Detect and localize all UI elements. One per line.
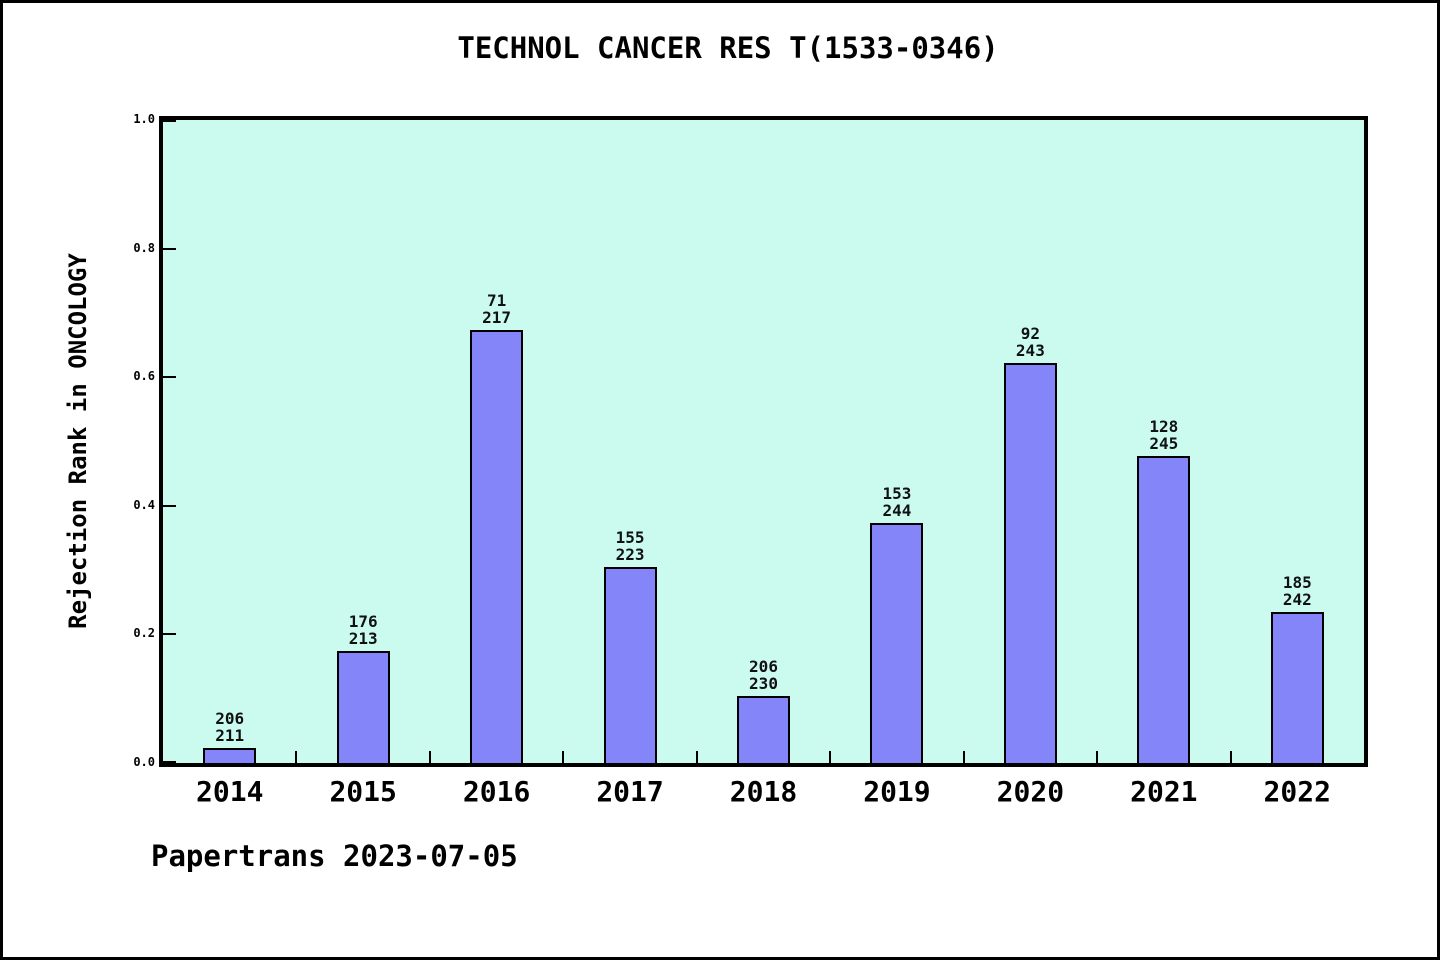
y-axis-tick-label: 0.6 bbox=[133, 369, 155, 384]
watermark-text: Papertrans 2023-07-05 bbox=[151, 839, 518, 873]
y-axis-tick-label: 0.0 bbox=[133, 755, 155, 769]
bar-2022 bbox=[1270, 611, 1324, 763]
bar-value-label-2014: 206 211 bbox=[170, 710, 290, 744]
y-axis-label: Rejection Rank in ONCOLOGY bbox=[64, 253, 92, 629]
bar-total-value: 230 bbox=[749, 673, 778, 693]
y-axis-tick-label: 1.0 bbox=[133, 112, 155, 126]
bar-rank-value: 92 bbox=[1020, 324, 1040, 344]
bar-rank-value: 71 bbox=[486, 291, 507, 311]
x-axis-tick-label-2021: 2021 bbox=[1130, 775, 1198, 808]
x-axis-tick-label-2015: 2015 bbox=[329, 775, 397, 808]
plot-area: 0.0 0.2 0.4 0.6 0.8 1.0 206 211 2014 176 213 2015 71… bbox=[133, 112, 1368, 808]
bar-value-label-2016: 71 217 bbox=[437, 292, 557, 326]
bar-value-label-2015: 176 213 bbox=[303, 613, 423, 647]
x-axis-tick-label-2019: 2019 bbox=[863, 775, 931, 808]
x-axis-tick-label-2022: 2022 bbox=[1263, 775, 1331, 808]
bar-rank-value: 176 bbox=[348, 612, 378, 632]
x-axis-tick-label-2020: 2020 bbox=[996, 775, 1065, 808]
x-axis-tick-mark bbox=[695, 751, 698, 763]
bar-total-value: 244 bbox=[882, 501, 912, 521]
x-axis-tick-label-2018: 2018 bbox=[729, 775, 798, 808]
x-axis-tick-label-2016: 2016 bbox=[462, 775, 531, 808]
x-axis-tick-mark bbox=[428, 751, 431, 763]
x-axis-tick-mark bbox=[962, 751, 965, 763]
bar-2019 bbox=[870, 523, 924, 763]
y-axis-tick-mark bbox=[163, 247, 176, 250]
y-axis-tick-mark bbox=[163, 761, 176, 763]
chart-title: TECHNOL CANCER RES T(1533-0346) bbox=[457, 31, 999, 65]
bar-value-label-2018: 206 230 bbox=[704, 658, 824, 692]
y-axis-tick-label: 0.8 bbox=[133, 240, 155, 255]
x-axis-tick-mark bbox=[1096, 751, 1099, 763]
bar-2020 bbox=[1003, 363, 1057, 763]
bar-value-label-2021: 128 245 bbox=[1104, 418, 1224, 452]
x-axis-tick-label-2014: 2014 bbox=[196, 775, 264, 808]
bar-total-value: 245 bbox=[1149, 433, 1179, 453]
bar-total-value: 213 bbox=[348, 629, 378, 649]
bar-value-label-2022: 185 242 bbox=[1237, 574, 1357, 608]
bar-rank-value: 153 bbox=[882, 484, 912, 504]
x-axis-tick-mark bbox=[829, 751, 832, 763]
y-axis-tick-mark bbox=[163, 504, 176, 507]
bar-2021 bbox=[1137, 455, 1191, 763]
bar-2014 bbox=[203, 747, 257, 763]
x-axis-tick-mark bbox=[295, 751, 298, 763]
bar-2017 bbox=[603, 566, 657, 763]
bar-rank-value: 155 bbox=[615, 527, 645, 547]
bar-value-label-2017: 155 223 bbox=[570, 529, 690, 563]
bar-total-value: 243 bbox=[1015, 341, 1045, 361]
bar-total-value: 211 bbox=[215, 725, 245, 745]
bar-rank-value: 206 bbox=[749, 656, 778, 676]
bar-total-value: 242 bbox=[1282, 589, 1312, 609]
bar-2015 bbox=[336, 651, 390, 763]
bar-2018 bbox=[737, 695, 790, 763]
y-axis-tick-label: 0.4 bbox=[133, 497, 155, 512]
y-axis-tick-mark bbox=[163, 120, 176, 122]
y-axis-tick-mark bbox=[163, 633, 176, 636]
x-axis-tick-mark bbox=[562, 751, 565, 763]
bar-total-value: 223 bbox=[615, 544, 645, 564]
x-axis-tick-mark bbox=[1229, 751, 1232, 763]
x-axis-tick-label-2017: 2017 bbox=[596, 775, 664, 808]
y-axis-tick-mark bbox=[163, 376, 176, 379]
bar-value-label-2020: 92 243 bbox=[970, 325, 1090, 359]
bar-value-label-2019: 153 244 bbox=[837, 485, 957, 519]
y-axis-tick-label: 0.2 bbox=[133, 626, 155, 641]
bar-rank-value: 206 bbox=[215, 708, 245, 728]
bar-rank-value: 185 bbox=[1282, 572, 1312, 592]
bar-rank-value: 128 bbox=[1149, 416, 1179, 436]
bar-total-value: 217 bbox=[482, 308, 512, 328]
bar-2016 bbox=[470, 330, 524, 763]
